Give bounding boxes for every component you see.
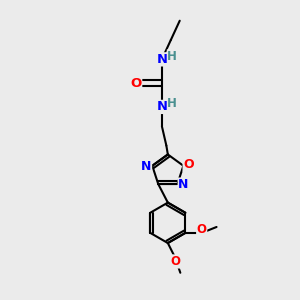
Text: N: N	[178, 178, 189, 191]
Text: H: H	[167, 98, 177, 110]
Text: H: H	[167, 50, 177, 63]
Text: N: N	[156, 53, 167, 66]
Text: N: N	[156, 100, 167, 113]
Text: O: O	[183, 158, 194, 171]
Text: O: O	[170, 255, 180, 268]
Text: O: O	[130, 76, 142, 90]
Text: N: N	[141, 160, 152, 173]
Text: O: O	[197, 223, 207, 236]
